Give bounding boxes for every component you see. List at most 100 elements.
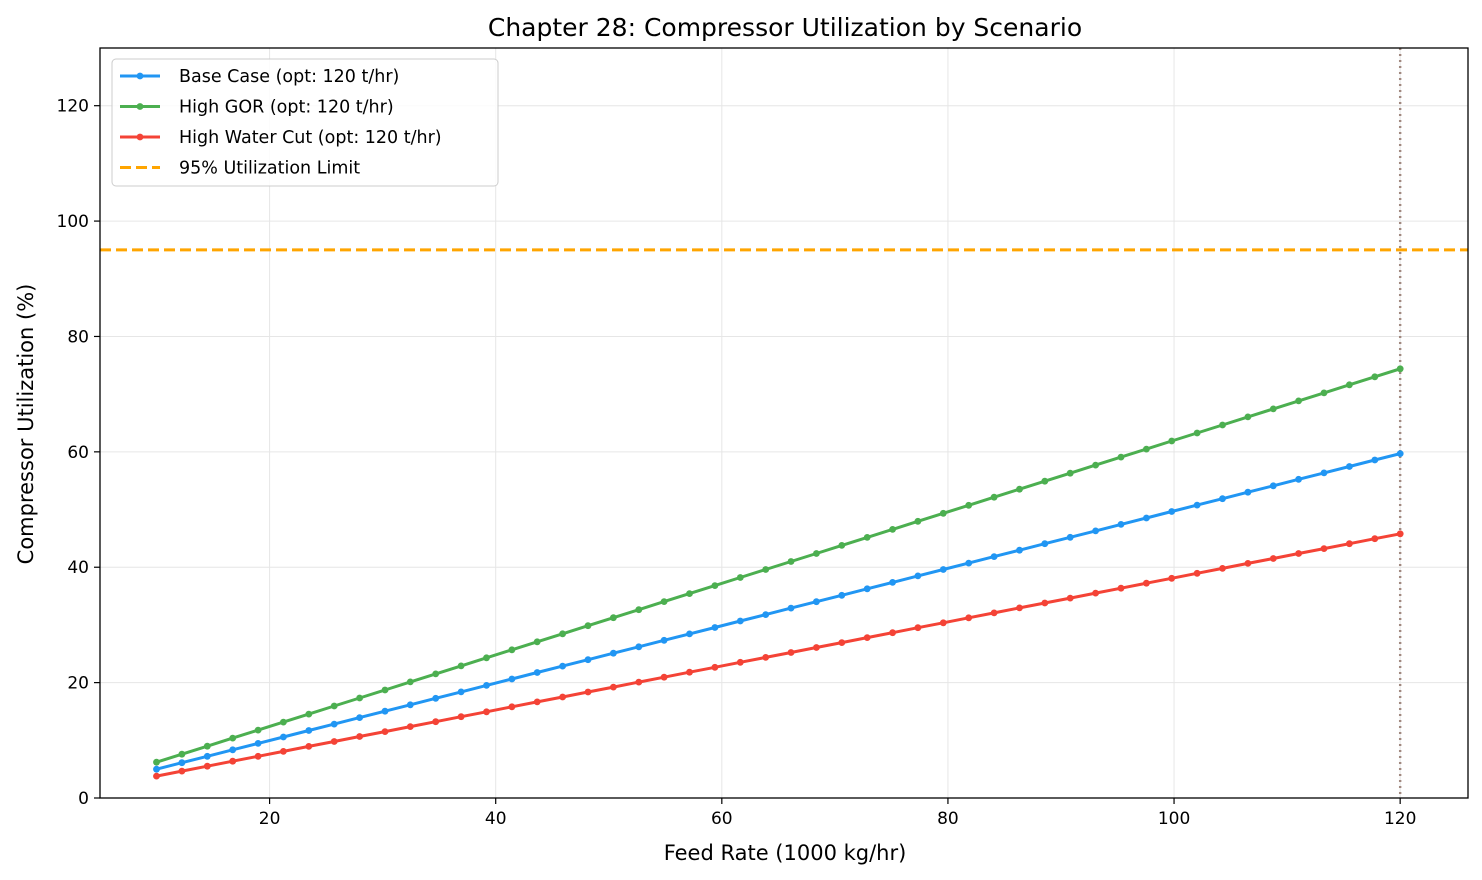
plot-frame [99,47,1469,799]
data-point [559,662,566,670]
data-point [533,669,541,676]
data-point [635,643,643,651]
y-tick-label: 0 [78,789,89,809]
data-point [1092,461,1099,469]
data-point [559,693,566,701]
data-point [1219,421,1226,429]
data-point [1320,545,1328,552]
data-point [1346,463,1353,470]
data-point [254,726,262,734]
data-point [508,646,516,654]
data-point [914,624,922,632]
data-point [610,614,617,622]
data-point [1092,589,1099,597]
grid [100,48,1468,799]
data-point [457,688,465,696]
data-point [939,566,947,573]
legend-label: Base Case (opt: 120 t/hr) [179,67,399,87]
data-point [990,609,998,617]
data-point [1244,413,1252,421]
data-point [736,574,744,581]
data-point [229,746,237,754]
data-point [990,493,998,501]
data-point [1219,495,1226,503]
y-tick-label: 80 [67,327,89,347]
data-point [1016,485,1023,493]
data-point [1295,475,1302,483]
data-point [635,678,643,686]
data-point [863,534,871,541]
data-point [330,702,338,710]
series-line [156,532,1401,778]
data-point [1346,540,1353,548]
data-point [1143,514,1150,522]
data-point [406,723,414,730]
data-point [203,762,211,770]
data-point [483,654,490,662]
data-point [914,572,922,580]
data-point [838,639,846,646]
data-point [1193,569,1201,577]
data-point [736,658,744,666]
data-point [762,566,770,573]
data-point [1396,450,1404,457]
legend-box [111,58,499,187]
data-point [1016,604,1023,612]
data-point [432,694,440,702]
legend-label: 95% Utilization Limit [179,159,360,179]
series-2 [153,530,1404,780]
data-point [229,757,237,765]
data-point [863,634,871,641]
data-point [965,614,973,622]
data-point [939,509,947,517]
data-point [457,713,465,721]
data-point [914,517,922,525]
data-point [584,622,592,630]
data-point [1193,429,1201,437]
x-tick-label: 20 [259,809,281,829]
data-point [330,738,338,745]
data-point [660,598,668,605]
data-point [229,734,237,742]
data-point [1168,437,1176,445]
series-line [156,367,1401,764]
data-point [1066,594,1074,602]
data-point [254,752,262,760]
data-point [686,630,693,638]
data-point [762,611,770,618]
data-point [1346,381,1353,389]
data-point [203,742,211,750]
data-point [559,630,566,638]
data-point [508,703,516,711]
data-point [406,678,414,686]
data-point [1041,540,1049,548]
data-point [533,638,541,646]
data-point [1320,469,1328,477]
data-point [1295,550,1302,557]
legend-label: High Water Cut (opt: 120 t/hr) [179,128,442,148]
data-point [305,727,313,734]
data-point [330,720,338,728]
data-point [508,675,516,683]
x-tick-label: 120 [1384,809,1416,829]
x-axis-label: Feed Rate (1000 kg/hr) [664,841,907,865]
data-point [432,718,440,726]
data-point [305,743,313,750]
data-point [787,604,795,612]
data-point [1320,389,1328,397]
data-point [660,673,668,681]
data-point [356,714,363,721]
x-tick-label: 60 [711,809,733,829]
data-point [406,701,414,709]
data-point [1371,535,1379,543]
data-point [356,733,363,740]
data-point [635,606,643,614]
data-point [838,542,846,549]
data-point [711,663,719,671]
data-point [1269,482,1277,490]
y-tick-label: 20 [67,674,89,694]
data-point [1371,456,1379,464]
data-point [1066,533,1074,541]
